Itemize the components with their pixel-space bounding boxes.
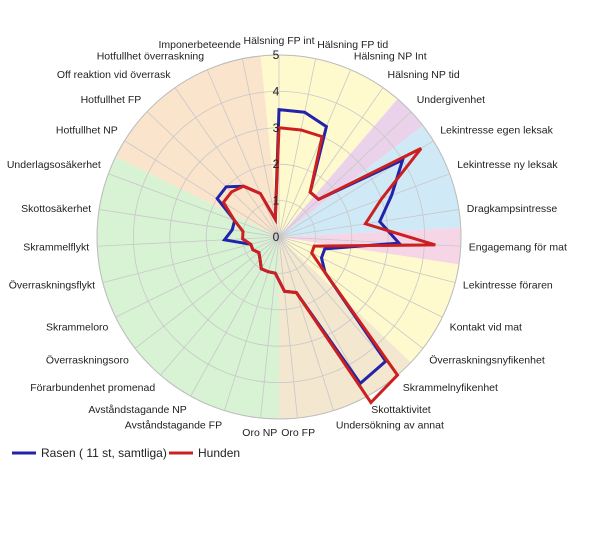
spoke-11 [278, 236, 424, 349]
category-label-21: Skrammeloro [46, 322, 109, 334]
category-label-9: Lekintresse föraren [463, 280, 553, 292]
category-label-10: Kontakt vid mat [450, 322, 522, 334]
spoke-18 [190, 236, 280, 397]
category-label-13: Skottaktivitet [371, 404, 431, 416]
spoke-27 [146, 111, 280, 238]
spoke-1 [278, 58, 317, 238]
spoke-4 [278, 111, 412, 238]
category-label-24: Skottosäkerhet [21, 203, 91, 215]
series-group [215, 107, 436, 405]
category-label-0: Hälsning FP int [243, 35, 314, 47]
category-label-3: Hälsning NP tid [388, 69, 460, 81]
spoke-6 [278, 173, 450, 238]
category-label-5: Lekintresse egen leksak [440, 125, 553, 137]
category-label-30: Imponerbeteende [158, 39, 240, 51]
spoke-14 [278, 236, 334, 411]
spoke-23 [97, 236, 280, 247]
series-line-2 [221, 126, 436, 405]
spoke-20 [134, 236, 280, 349]
tick-label-4: 4 [273, 84, 280, 98]
spoke-5 [278, 140, 434, 238]
category-label-6: Lekintresse ny leksak [457, 159, 558, 171]
tick-label-0: 0 [273, 230, 280, 244]
legend: Rasen ( 11 st, samtliga) Hunden [12, 446, 240, 460]
spoke-17 [224, 236, 280, 411]
category-label-11: Överraskningsnyfikenhet [429, 354, 545, 366]
legend-label-2: Hunden [198, 446, 240, 460]
category-label-20: Överraskningsoro [46, 354, 129, 366]
spoke-25 [108, 173, 280, 238]
category-label-14: Undersökning av annat [336, 419, 444, 431]
category-label-17: Avståndstagande FP [125, 419, 222, 431]
tick-label-3: 3 [273, 121, 280, 135]
tick-label-5: 5 [273, 48, 280, 62]
category-label-7: Dragkampsintresse [467, 203, 558, 215]
legend-label-1: Rasen ( 11 st, samtliga) [41, 446, 167, 460]
category-label-12: Skrammelnyfikenhet [403, 382, 498, 394]
category-label-25: Underlagsosäkerhet [7, 159, 101, 171]
spoke-29 [206, 69, 280, 238]
spoke-30 [241, 58, 280, 238]
category-label-23: Skrammelflykt [23, 242, 89, 254]
spoke-2 [278, 69, 352, 238]
spoke-13 [278, 236, 368, 397]
spoke-9 [278, 236, 456, 284]
category-label-18: Avståndstagande NP [88, 404, 186, 416]
category-label-28: Off reaktion vid överrask [57, 69, 171, 81]
spoke-7 [278, 209, 459, 238]
spoke-3 [278, 87, 384, 238]
spoke-15 [278, 236, 298, 419]
category-label-27: Hotfullhet FP [81, 94, 142, 106]
band-sector-7 [115, 55, 279, 238]
band-sector-5 [279, 237, 411, 419]
category-label-8: Engagemang för mat [469, 242, 567, 254]
category-label-4: Undergivenhet [417, 94, 485, 106]
spoke-28 [174, 87, 280, 238]
spoke-10 [278, 236, 443, 318]
category-label-15: Oro FP [281, 427, 315, 439]
category-label-29: Hotfullhet överraskning [97, 50, 205, 62]
category-label-26: Hotfullhet NP [56, 125, 118, 137]
tick-labels: 0 1 2 3 4 5 [273, 48, 280, 244]
tick-label-2: 2 [273, 157, 280, 171]
category-label-1: Hälsning FP tid [317, 39, 388, 51]
spoke-26 [124, 140, 280, 238]
spoke-16 [260, 236, 280, 419]
category-label-16: Oro NP [242, 427, 277, 439]
tick-label-1: 1 [273, 194, 280, 208]
category-label-22: Överraskningsflykt [9, 280, 95, 292]
spoke-24 [99, 209, 280, 238]
band-sector-0 [260, 55, 398, 238]
category-label-2: Hälsning NP Int [354, 50, 427, 62]
category-label-19: Förarbundenhet promenad [30, 382, 155, 394]
